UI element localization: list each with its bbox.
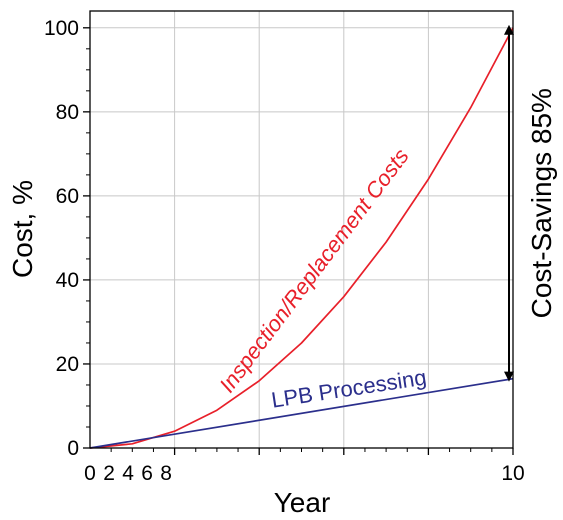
y-tick-label: 100 [44,17,79,40]
x-tick-label: 8 [160,462,172,485]
x-tick-label: 10 [501,462,524,485]
x-tick-label: 4 [122,462,134,485]
y-tick-label: 60 [56,185,79,208]
x-tick-label: 6 [141,462,153,485]
savings-label: Cost-Savings 85% [526,88,557,318]
x-tick-label: 0 [84,462,96,485]
y-tick-label: 40 [56,269,79,292]
series-line [89,27,514,449]
y-tick-label: 0 [67,437,79,460]
y-axis-title: Cost, % [7,180,38,278]
x-tick-label: 2 [103,462,115,485]
y-tick-label: 20 [56,353,79,376]
series-line [89,377,514,449]
y-tick-label: 80 [56,101,79,124]
series-layer [89,27,514,449]
grid [90,11,513,448]
series-label: Inspection/Replacement Costs [214,144,414,397]
x-axis-title: Year [274,487,331,518]
